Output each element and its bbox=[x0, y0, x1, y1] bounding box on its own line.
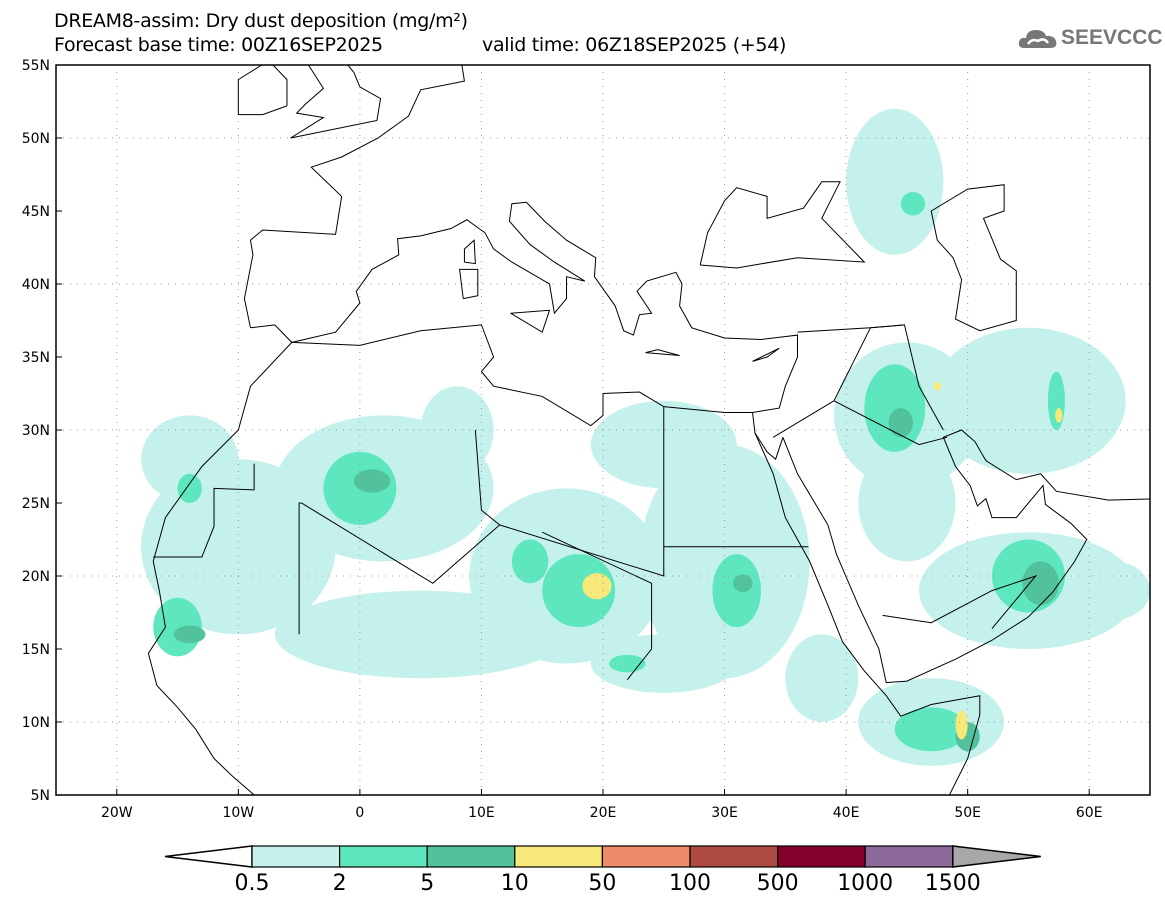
coastline bbox=[291, 272, 798, 427]
logo-text: SEEVCCC bbox=[1061, 26, 1163, 49]
coastline bbox=[699, 181, 866, 269]
colorbar-label: 2 bbox=[333, 871, 347, 896]
colorbar-swatch bbox=[339, 845, 428, 868]
colorbar-swatch bbox=[776, 845, 866, 868]
dust-area bbox=[712, 554, 762, 628]
lon-label: 50E bbox=[954, 805, 981, 821]
lat-label: 20N bbox=[22, 569, 50, 585]
dust-area bbox=[900, 192, 926, 216]
dust-area bbox=[1022, 561, 1059, 606]
lat-label: 50N bbox=[22, 131, 50, 147]
coastline bbox=[298, 502, 809, 635]
coastline bbox=[474, 429, 500, 526]
dust-area bbox=[582, 573, 612, 600]
coastline bbox=[153, 463, 255, 558]
coastline bbox=[772, 400, 948, 446]
dust-area bbox=[785, 634, 859, 722]
colorbar-swatch bbox=[864, 845, 954, 868]
lat-label: 35N bbox=[22, 350, 50, 366]
dust-area bbox=[420, 386, 494, 474]
valid-time: valid time: 06Z18SEP2025 (+54) bbox=[482, 34, 787, 56]
coastlines bbox=[147, 65, 1150, 795]
coastline bbox=[782, 429, 1150, 684]
lat-label: 55N bbox=[22, 58, 50, 74]
gridlines bbox=[56, 65, 1150, 795]
dust-area bbox=[1047, 371, 1065, 430]
lon-label: 30E bbox=[711, 805, 738, 821]
dust-area bbox=[933, 381, 941, 391]
colorbar-label: 1000 bbox=[837, 871, 893, 896]
coastline bbox=[458, 268, 479, 300]
lon-label: 20W bbox=[101, 805, 133, 821]
colorbar-under-arrow bbox=[164, 845, 253, 868]
lon-label: 60E bbox=[1076, 805, 1103, 821]
coastline bbox=[645, 349, 680, 357]
dust-area bbox=[888, 408, 913, 438]
dust-area bbox=[1055, 408, 1063, 423]
colorbar-over-arrow bbox=[952, 845, 1041, 868]
dust-area bbox=[733, 574, 753, 593]
dust-area bbox=[173, 625, 206, 644]
colorbar-label: 1500 bbox=[925, 871, 981, 896]
coastline bbox=[243, 65, 465, 328]
lon-label: 20E bbox=[590, 805, 617, 821]
base-time: Forecast base time: 00Z16SEP2025 bbox=[54, 34, 383, 56]
coastline bbox=[237, 65, 288, 116]
colorbar-label: 50 bbox=[588, 871, 616, 896]
colorbar-swatch bbox=[251, 845, 341, 868]
logo: SEEVCCC bbox=[1018, 26, 1163, 50]
dust-area bbox=[353, 469, 391, 493]
lon-label: 0 bbox=[355, 805, 364, 821]
coastline bbox=[754, 432, 784, 461]
dust-area bbox=[177, 473, 202, 503]
colorbar-swatch bbox=[514, 845, 603, 868]
dust-area bbox=[1077, 561, 1150, 620]
dust-area bbox=[858, 444, 956, 562]
coastline bbox=[752, 412, 981, 795]
coastline bbox=[797, 324, 905, 333]
lon-label: 40E bbox=[833, 805, 860, 821]
coastline bbox=[463, 239, 476, 265]
coastline bbox=[250, 201, 677, 343]
lat-label: 5N bbox=[31, 788, 50, 804]
dust-area bbox=[864, 364, 926, 452]
coastline bbox=[290, 65, 382, 139]
colorbar-label: 0.5 bbox=[235, 871, 270, 896]
dust-area bbox=[590, 634, 737, 693]
coastline bbox=[510, 309, 551, 333]
cloud-icon bbox=[1018, 30, 1057, 48]
lat-label: 30N bbox=[22, 423, 50, 439]
lat-label: 25N bbox=[22, 496, 50, 512]
lat-label: 10N bbox=[22, 715, 50, 731]
dust-area bbox=[846, 108, 944, 255]
colorbar-label: 500 bbox=[757, 871, 799, 896]
dust-field bbox=[141, 108, 1150, 766]
colorbar-label: 100 bbox=[669, 871, 711, 896]
coastline bbox=[542, 531, 653, 680]
chart-title: DREAM8-assim: Dry dust deposition (mg/m²… bbox=[54, 10, 468, 32]
dust-area bbox=[511, 539, 549, 584]
lon-label: 10E bbox=[468, 805, 495, 821]
dust-area bbox=[955, 710, 968, 740]
axes: 5N 10N 15N 20N 25N 30N 35N 40N 45N 50N 55N 20W 10W 0 1… bbox=[22, 58, 1103, 821]
colorbar-label: 10 bbox=[501, 871, 529, 896]
coastline bbox=[752, 347, 780, 362]
lat-label: 45N bbox=[22, 204, 50, 220]
coastline bbox=[147, 342, 293, 795]
colorbar-label: 5 bbox=[420, 871, 434, 896]
coastline bbox=[882, 574, 1038, 629]
lat-label: 40N bbox=[22, 277, 50, 293]
dust-area bbox=[542, 554, 616, 628]
dust-area bbox=[931, 327, 1126, 474]
dust-area bbox=[141, 415, 239, 504]
dust-area bbox=[894, 707, 968, 752]
lat-label: 15N bbox=[22, 642, 50, 658]
colorbar: 0.5 2 5 10 50 100 500 1000 1500 bbox=[164, 845, 1041, 896]
colorbar-swatch bbox=[601, 845, 691, 868]
colorbar-swatch bbox=[426, 845, 516, 868]
colorbar-swatch bbox=[689, 845, 779, 868]
coastline bbox=[930, 184, 1017, 332]
lon-label: 10W bbox=[222, 805, 254, 821]
